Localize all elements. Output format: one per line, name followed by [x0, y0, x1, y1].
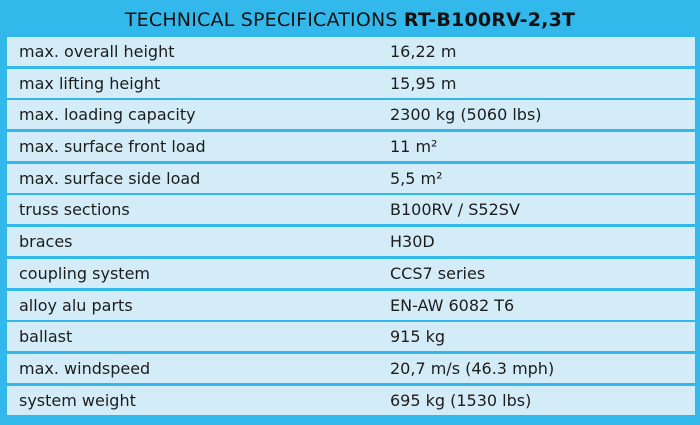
spec-label: alloy alu parts — [19, 295, 133, 315]
spec-label: max. surface side load — [19, 168, 201, 188]
spec-value: EN-AW 6082 T6 — [390, 295, 515, 315]
spec-label: max. surface front load — [19, 137, 206, 157]
spec-value: 16,22 m — [390, 42, 457, 61]
spec-row-side-load: max. surface side load 5,5 m² — [7, 163, 695, 193]
spec-row-front-load: max. surface front load 11 m² — [7, 132, 695, 162]
spec-label: max lifting height — [19, 73, 161, 93]
spec-title: TECHNICAL SPECIFICATIONS RT-B100RV-2,3T — [0, 0, 700, 36]
spec-label: braces — [19, 232, 73, 252]
spec-row-windspeed: max. windspeed 20,7 m/s (46.3 mph) — [7, 353, 695, 383]
spec-label: coupling system — [19, 263, 150, 283]
spec-value: 11 m² — [390, 137, 438, 157]
spec-value: 915 kg — [390, 327, 446, 347]
spec-label: max. loading capacity — [19, 105, 196, 125]
spec-row-loading-capacity: max. loading capacity 2300 kg (5060 lbs) — [7, 100, 695, 130]
spec-label: truss sections — [19, 200, 130, 220]
spec-row-overall-height: max. overall height 16,22 m — [7, 37, 695, 66]
spec-row-system-weight: system weight 695 kg (1530 lbs) — [7, 385, 695, 415]
spec-title-model: RT-B100RV-2,3T — [403, 9, 576, 31]
spec-value: CCS7 series — [390, 263, 486, 283]
spec-row-alloy-parts: alloy alu parts EN-AW 6082 T6 — [7, 290, 695, 320]
spec-row-ballast: ballast 915 kg — [7, 322, 695, 352]
spec-row-lifting-height: max lifting height 15,95 m — [7, 68, 695, 98]
spec-row-braces: braces H30D — [7, 227, 695, 257]
spec-title-prefix: TECHNICAL SPECIFICATIONS — [124, 9, 398, 31]
spec-label: ballast — [19, 327, 73, 347]
spec-table: max. overall height 16,22 m max lifting … — [7, 37, 695, 417]
spec-row-truss-sections: truss sections B100RV / S52SV — [7, 195, 695, 225]
spec-value: 15,95 m — [390, 73, 457, 93]
spec-value: 695 kg (1530 lbs) — [390, 390, 532, 410]
spec-value: 5,5 m² — [390, 168, 443, 188]
spec-row-coupling-system: coupling system CCS7 series — [7, 258, 695, 288]
spec-label: max. windspeed — [19, 358, 151, 378]
spec-label: max. overall height — [19, 42, 175, 61]
spec-label: system weight — [19, 390, 136, 410]
spec-value: 20,7 m/s (46.3 mph) — [390, 358, 555, 378]
spec-value: 2300 kg (5060 lbs) — [390, 105, 542, 125]
spec-value: B100RV / S52SV — [390, 200, 520, 220]
spec-value: H30D — [390, 232, 435, 252]
